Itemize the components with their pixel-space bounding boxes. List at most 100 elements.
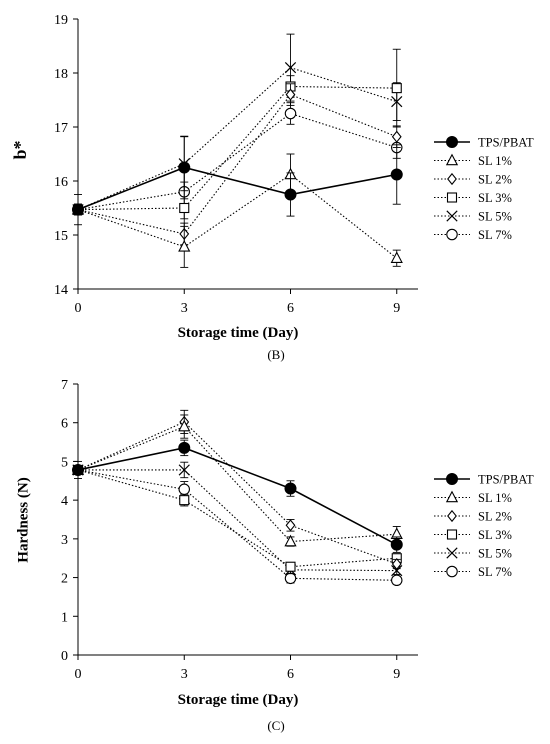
legend-label: SL 3%: [478, 528, 512, 542]
legend-label: TPS/PBAT: [478, 136, 534, 150]
y-tick-label: 2: [61, 572, 68, 587]
series-sl-5-: [72, 33, 403, 216]
x-tick-label: 9: [393, 301, 400, 316]
series-line: [77, 469, 397, 581]
chart-panel-b: b* Storage time (Day) (B) 14 15 16 17 18 19 0 3…: [10, 13, 534, 362]
y-axis-title: b*: [10, 140, 30, 159]
legend-label: SL 7%: [478, 228, 512, 242]
legend-item: SL 3%: [434, 191, 512, 205]
data-point: [391, 83, 402, 94]
legend-marker: [446, 473, 458, 485]
x-tick-label: 3: [181, 301, 188, 316]
y-tick-label: 7: [61, 378, 68, 393]
data-point: [284, 61, 297, 74]
legend-marker: [446, 192, 458, 203]
legend-marker: [446, 136, 458, 148]
data-point: [284, 188, 297, 201]
legend-label: SL 7%: [478, 565, 512, 579]
y-tick-label: 0: [61, 649, 68, 664]
panel-label: (C): [267, 718, 284, 733]
legend-item: SL 1%: [434, 153, 512, 168]
legend-marker: [446, 565, 458, 578]
data-point: [284, 107, 297, 120]
data-point: [178, 441, 191, 454]
data-point: [285, 88, 296, 101]
y-tick-label: 3: [61, 533, 68, 548]
y-tick-label: 4: [61, 494, 68, 509]
series-sl-5-: [72, 461, 403, 577]
y-tick-label: 1: [61, 610, 68, 625]
data-point: [178, 464, 190, 476]
y-axis-title: Hardness (N): [15, 477, 31, 562]
data-point: [390, 538, 403, 551]
series-line: [77, 166, 397, 211]
legend-label: TPS/PBAT: [478, 473, 534, 487]
legend-marker: [445, 490, 459, 503]
series-sl-3-: [72, 464, 402, 572]
series-line: [77, 421, 397, 565]
legend-marker: [446, 547, 458, 559]
data-point: [390, 574, 403, 587]
data-point: [72, 463, 84, 476]
legend-item: SL 3%: [434, 528, 512, 542]
legend-item: SL 2%: [434, 510, 512, 524]
data-point: [178, 483, 191, 496]
data-point: [391, 564, 403, 577]
x-tick-label: 0: [75, 667, 82, 682]
legend-label: SL 5%: [478, 210, 512, 224]
legend-marker: [447, 509, 457, 523]
x-tick-label: 6: [287, 667, 294, 682]
data-point: [284, 572, 297, 585]
series-sl-3-: [72, 48, 402, 235]
data-point: [391, 130, 402, 143]
panel-label: (B): [267, 347, 284, 362]
series-line: [78, 469, 397, 572]
series-line: [77, 66, 397, 211]
legend-label: SL 3%: [478, 191, 512, 205]
y-tick-label: 15: [54, 229, 68, 244]
series-tps-pbat: [72, 135, 403, 226]
data-point: [390, 168, 403, 181]
legend-item: SL 7%: [434, 565, 512, 579]
x-axis-title: Storage time (Day): [178, 692, 299, 708]
legend-marker: [446, 210, 458, 222]
data-point: [179, 202, 190, 214]
y-tick-label: 17: [54, 121, 68, 136]
series-sl-2-: [73, 83, 402, 246]
series-line: [77, 85, 397, 211]
series-tps-pbat: [72, 439, 403, 553]
y-tick-label: 19: [54, 13, 68, 28]
legend-item: SL 7%: [434, 228, 512, 242]
legend-label: SL 1%: [478, 154, 512, 168]
series-line: [77, 93, 397, 235]
legend-label: SL 2%: [478, 510, 512, 524]
series-line: [77, 173, 398, 259]
series-line: [77, 447, 398, 546]
chart-panel-c: Hardness (N) Storage time (Day) (C) 0 1 2 3…: [15, 378, 534, 733]
data-point: [285, 519, 296, 532]
series-sl-7-: [72, 102, 403, 220]
legend-label: SL 5%: [478, 547, 512, 561]
series-sl-1-: [71, 414, 403, 547]
y-tick-label: 16: [54, 175, 68, 190]
legend-item: SL 1%: [434, 490, 512, 505]
series-sl-1-: [71, 153, 403, 268]
x-axis-title: Storage time (Day): [178, 325, 299, 341]
x-tick-label: 3: [181, 667, 188, 682]
legend-label: SL 2%: [478, 173, 512, 187]
data-point: [179, 495, 190, 506]
y-tick-label: 5: [61, 455, 68, 470]
data-point: [72, 203, 84, 216]
legend: TPS/PBAT SL 1% SL 2% SL 3% SL 5% SL 7%: [434, 136, 534, 242]
x-tick-label: 0: [75, 301, 82, 316]
legend-item: SL 5%: [434, 547, 512, 561]
legend-item: SL 2%: [434, 173, 512, 187]
data-point: [285, 561, 296, 572]
legend-item: TPS/PBAT: [434, 473, 534, 487]
y-tick-label: 14: [54, 283, 68, 298]
series-line: [77, 425, 397, 543]
legend-marker: [446, 228, 458, 241]
legend-label: SL 1%: [478, 491, 512, 505]
data-point: [178, 419, 191, 432]
